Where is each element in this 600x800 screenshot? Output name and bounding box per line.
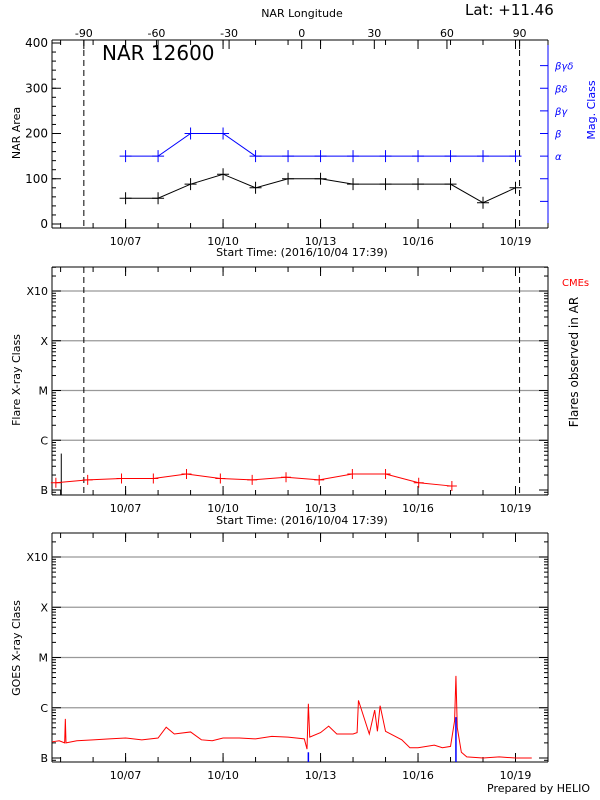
- y-tick-label: B: [40, 752, 48, 765]
- x-tick-label: 10/19: [500, 235, 532, 248]
- top-axis-tick-label: -60: [147, 27, 165, 40]
- top-axis-label: NAR Longitude: [261, 7, 343, 20]
- footer-credit: Prepared by HELIO: [487, 782, 590, 795]
- x-tick-label: 10/07: [110, 502, 142, 515]
- data-point-marker: [509, 150, 522, 163]
- x-tick-label: 10/19: [500, 502, 532, 515]
- data-point-marker: [217, 168, 230, 181]
- x-tick-label: 10/16: [402, 235, 434, 248]
- data-point-marker: [247, 474, 258, 485]
- data-point-marker: [184, 127, 197, 140]
- mag-class-tick-label: βδ: [554, 84, 568, 95]
- y-tick-label: C: [40, 434, 48, 447]
- x-tick-label: 10/10: [207, 235, 239, 248]
- y-axis-label-goes: GOES X-ray Class: [10, 600, 23, 696]
- x-tick-label: 10/10: [207, 769, 239, 782]
- data-point-marker: [412, 178, 425, 191]
- y-tick-label: X: [40, 335, 48, 348]
- top-axis-tick-label: 30: [367, 27, 381, 40]
- y2-axis-label-mag-class: Mag. Class: [585, 80, 598, 139]
- data-point-marker: [148, 473, 159, 484]
- x-tick-label: 10/19: [500, 769, 532, 782]
- data-point-marker: [119, 150, 132, 163]
- y-tick-label: X: [40, 601, 48, 614]
- x-tick-label: 10/16: [402, 502, 434, 515]
- y-tick-label: 200: [25, 127, 48, 141]
- data-point-marker: [347, 468, 358, 479]
- y-axis-label-area: NAR Area: [10, 107, 23, 159]
- data-point-marker: [477, 150, 490, 163]
- data-point-marker: [444, 150, 457, 163]
- data-point-marker: [282, 172, 295, 185]
- mag-class-tick-label: β: [554, 130, 562, 141]
- legend-cmes: CMEs: [562, 278, 589, 289]
- data-point-marker: [446, 481, 457, 492]
- top-axis-tick-label: 90: [513, 27, 527, 40]
- top-axis-tick-label: -90: [75, 27, 93, 40]
- x-tick-label: 10/13: [305, 769, 337, 782]
- data-point-marker: [314, 150, 327, 163]
- data-point-marker: [412, 150, 425, 163]
- y-tick-label: C: [40, 702, 48, 715]
- data-point-marker: [119, 192, 132, 205]
- data-point-marker: [152, 150, 165, 163]
- mag-class-tick-label: βγ: [554, 107, 568, 118]
- data-point-marker: [380, 468, 391, 479]
- top-axis-tick-label: -30: [220, 27, 238, 40]
- y-tick-label: 100: [25, 172, 48, 186]
- x-tick-label: 10/07: [110, 769, 142, 782]
- data-point-marker: [509, 181, 522, 194]
- data-point-marker: [379, 178, 392, 191]
- y-tick-label: X10: [26, 285, 48, 298]
- y-tick-label: B: [40, 484, 48, 497]
- data-point-marker: [379, 150, 392, 163]
- series-line-goes: [51, 675, 532, 759]
- top-axis-tick-label: 0: [298, 27, 305, 40]
- latitude-label: Lat: +11.46: [465, 1, 554, 19]
- data-point-marker: [215, 473, 226, 484]
- mag-class-tick-label: βγδ: [554, 62, 573, 73]
- y-axis-label-flare: Flare X-ray Class: [10, 334, 23, 426]
- x-tick-label: 10/13: [305, 502, 337, 515]
- data-point-marker: [184, 178, 197, 191]
- data-point-marker: [281, 472, 292, 483]
- x-tick-label: 10/07: [110, 235, 142, 248]
- x-axis-label-2: Start Time: (2016/10/04 17:39): [216, 514, 388, 527]
- data-point-marker: [314, 172, 327, 185]
- x-tick-label: 10/16: [402, 769, 434, 782]
- x-axis-label-1: Start Time: (2016/10/04 17:39): [216, 246, 388, 259]
- y-tick-label: 0: [40, 217, 48, 231]
- data-point-marker: [249, 181, 262, 194]
- y2-axis-label-flares-ar: Flares observed in AR: [567, 297, 581, 427]
- data-point-marker: [82, 474, 93, 485]
- y-tick-label: X10: [26, 551, 48, 564]
- data-point-marker: [116, 473, 127, 484]
- x-tick-label: 10/10: [207, 502, 239, 515]
- data-point-marker: [152, 192, 165, 205]
- y-tick-label: M: [39, 385, 49, 398]
- data-point-marker: [413, 477, 424, 488]
- data-point-marker: [282, 150, 295, 163]
- top-axis-tick-label: 60: [440, 27, 454, 40]
- data-point-marker: [249, 150, 262, 163]
- data-point-marker: [477, 196, 490, 209]
- x-tick-label: 10/13: [305, 235, 337, 248]
- y-tick-label: 400: [25, 36, 48, 50]
- data-point-marker: [181, 468, 192, 479]
- data-point-marker: [50, 477, 61, 488]
- y-tick-label: M: [39, 652, 49, 665]
- data-point-marker: [217, 127, 230, 140]
- data-point-marker: [347, 178, 360, 191]
- data-point-marker: [314, 474, 325, 485]
- data-point-marker: [347, 150, 360, 163]
- mag-class-tick-label: α: [555, 152, 562, 163]
- data-point-marker: [444, 178, 457, 191]
- y-tick-label: 300: [25, 81, 48, 95]
